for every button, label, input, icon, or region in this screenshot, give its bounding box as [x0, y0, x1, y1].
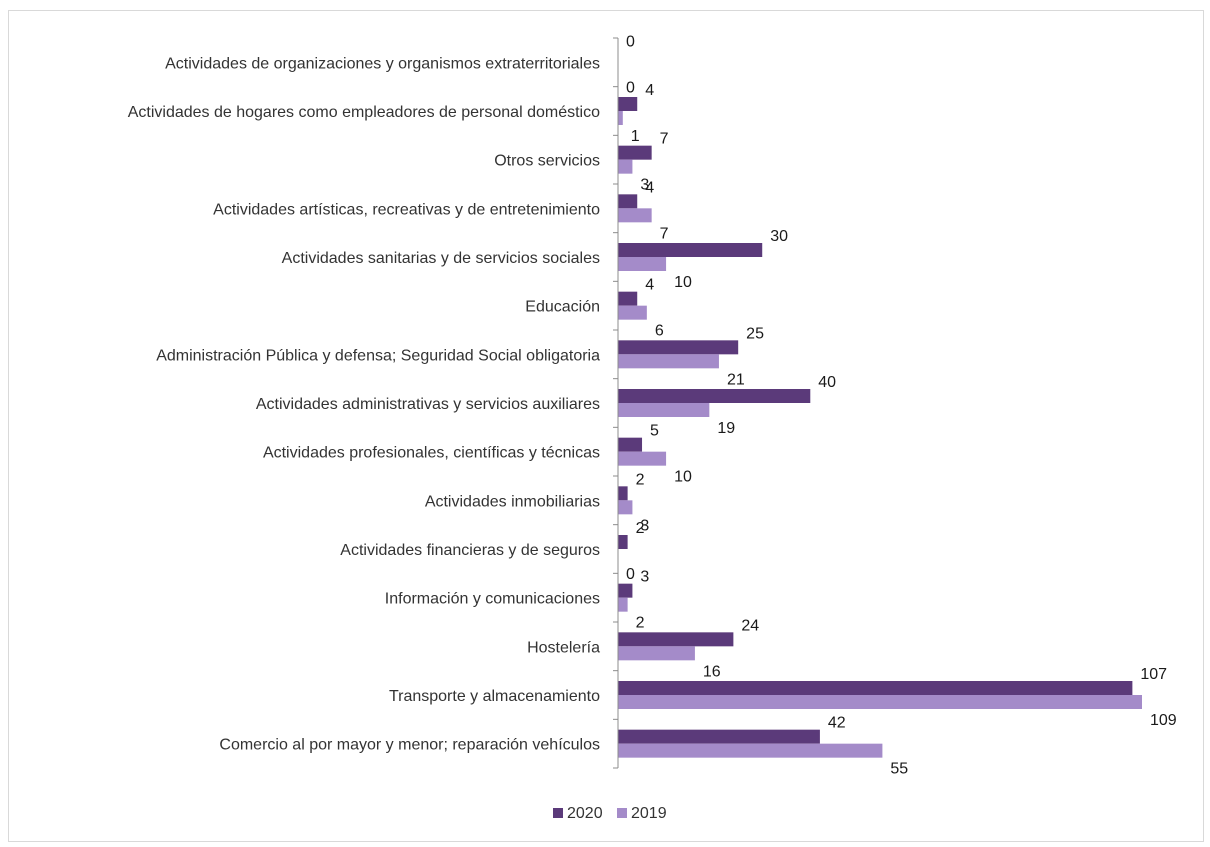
value-label-2020: 0 [626, 33, 635, 50]
bar-2020 [618, 681, 1133, 695]
bar-2019 [618, 159, 633, 174]
bar-2019 [618, 403, 710, 417]
bar-2019 [618, 257, 667, 271]
value-label-2019: 7 [660, 225, 669, 242]
category-label: Otros servicios [494, 153, 600, 170]
bar-2020 [618, 243, 763, 257]
bar-2019 [618, 354, 719, 369]
category-label: Información y comunicaciones [385, 591, 600, 608]
value-label-2020: 24 [741, 617, 759, 634]
value-label-2019: 0 [626, 566, 635, 583]
value-label-2019: 109 [1150, 712, 1177, 729]
category-label: Actividades artísticas, recreativas y de… [213, 201, 600, 218]
category-label: Actividades de organizaciones y organism… [165, 55, 600, 72]
category-label: Actividades financieras y de seguros [340, 542, 600, 559]
bar-2020 [618, 145, 652, 160]
bar-2020 [618, 291, 638, 306]
bar-2020 [618, 340, 739, 355]
legend-swatch-2019 [617, 808, 627, 818]
bar-2019 [618, 451, 667, 466]
legend-label-2020: 2020 [567, 805, 603, 822]
bar-2020 [618, 535, 628, 549]
category-labels: Actividades de organizaciones y organism… [128, 55, 600, 753]
legend-swatch-2020 [553, 808, 563, 818]
value-label-2020: 107 [1140, 666, 1167, 683]
value-label-2020: 30 [770, 228, 788, 245]
category-label: Transporte y almacenamiento [389, 688, 600, 705]
bars-group [618, 97, 1142, 758]
bar-2020 [618, 194, 638, 209]
value-label-2019: 2 [636, 615, 645, 632]
value-label-2020: 7 [660, 131, 669, 148]
value-label-2019: 10 [674, 469, 692, 486]
bar-2019 [618, 305, 647, 320]
bar-2020 [618, 632, 734, 647]
y-axis-ticks [613, 37, 618, 769]
bar-2020 [618, 437, 643, 452]
category-label: Actividades profesionales, científicas y… [263, 445, 600, 462]
legend-label-2019: 2019 [631, 805, 667, 822]
bar-2019 [618, 500, 633, 515]
value-label-2019: 19 [717, 420, 735, 437]
bar-2020 [618, 97, 638, 111]
value-label-2019: 6 [655, 323, 664, 340]
legend: 2020 2019 [553, 805, 667, 822]
bar-2019 [618, 695, 1142, 709]
value-label-2020: 4 [645, 277, 654, 294]
category-label: Actividades de hogares como empleadores … [128, 104, 600, 121]
value-label-2020: 5 [650, 423, 659, 440]
category-label: Comercio al por mayor y menor; reparació… [219, 737, 600, 754]
category-label: Administración Pública y defensa; Seguri… [156, 347, 600, 364]
bar-2019 [618, 208, 652, 223]
category-label: Actividades administrativas y servicios … [256, 396, 600, 413]
category-label: Actividades sanitarias y de servicios so… [282, 250, 600, 267]
bar-2019 [618, 646, 695, 661]
bar-2020 [618, 486, 628, 501]
value-label-2019: 21 [727, 371, 745, 388]
bar-2019 [618, 743, 883, 758]
value-label-2019: 1 [631, 128, 640, 145]
bar-2020 [618, 729, 820, 744]
value-label-2019: 10 [674, 274, 692, 291]
value-label-2020: 40 [818, 374, 836, 391]
category-label: Hostelería [527, 639, 600, 656]
value-label-2019: 55 [890, 761, 908, 778]
value-label-2020: 2 [636, 471, 645, 488]
bar-2019 [618, 111, 623, 125]
category-label: Educación [525, 299, 600, 316]
value-label-2019: 3 [640, 177, 649, 194]
category-label: Actividades inmobiliarias [425, 493, 600, 510]
bar-2020 [618, 389, 811, 403]
value-label-2020: 4 [645, 179, 654, 196]
value-label-2019: 16 [703, 663, 721, 680]
value-label-2020: 4 [645, 82, 654, 99]
bar-2020 [618, 583, 633, 598]
value-label-2020: 42 [828, 715, 846, 732]
bar-2019 [618, 597, 628, 612]
value-label-2019: 0 [626, 79, 635, 96]
value-label-2019: 3 [640, 517, 649, 534]
value-label-2020: 25 [746, 325, 764, 342]
value-label-2020: 2 [636, 520, 645, 537]
value-label-2020: 3 [640, 569, 649, 586]
